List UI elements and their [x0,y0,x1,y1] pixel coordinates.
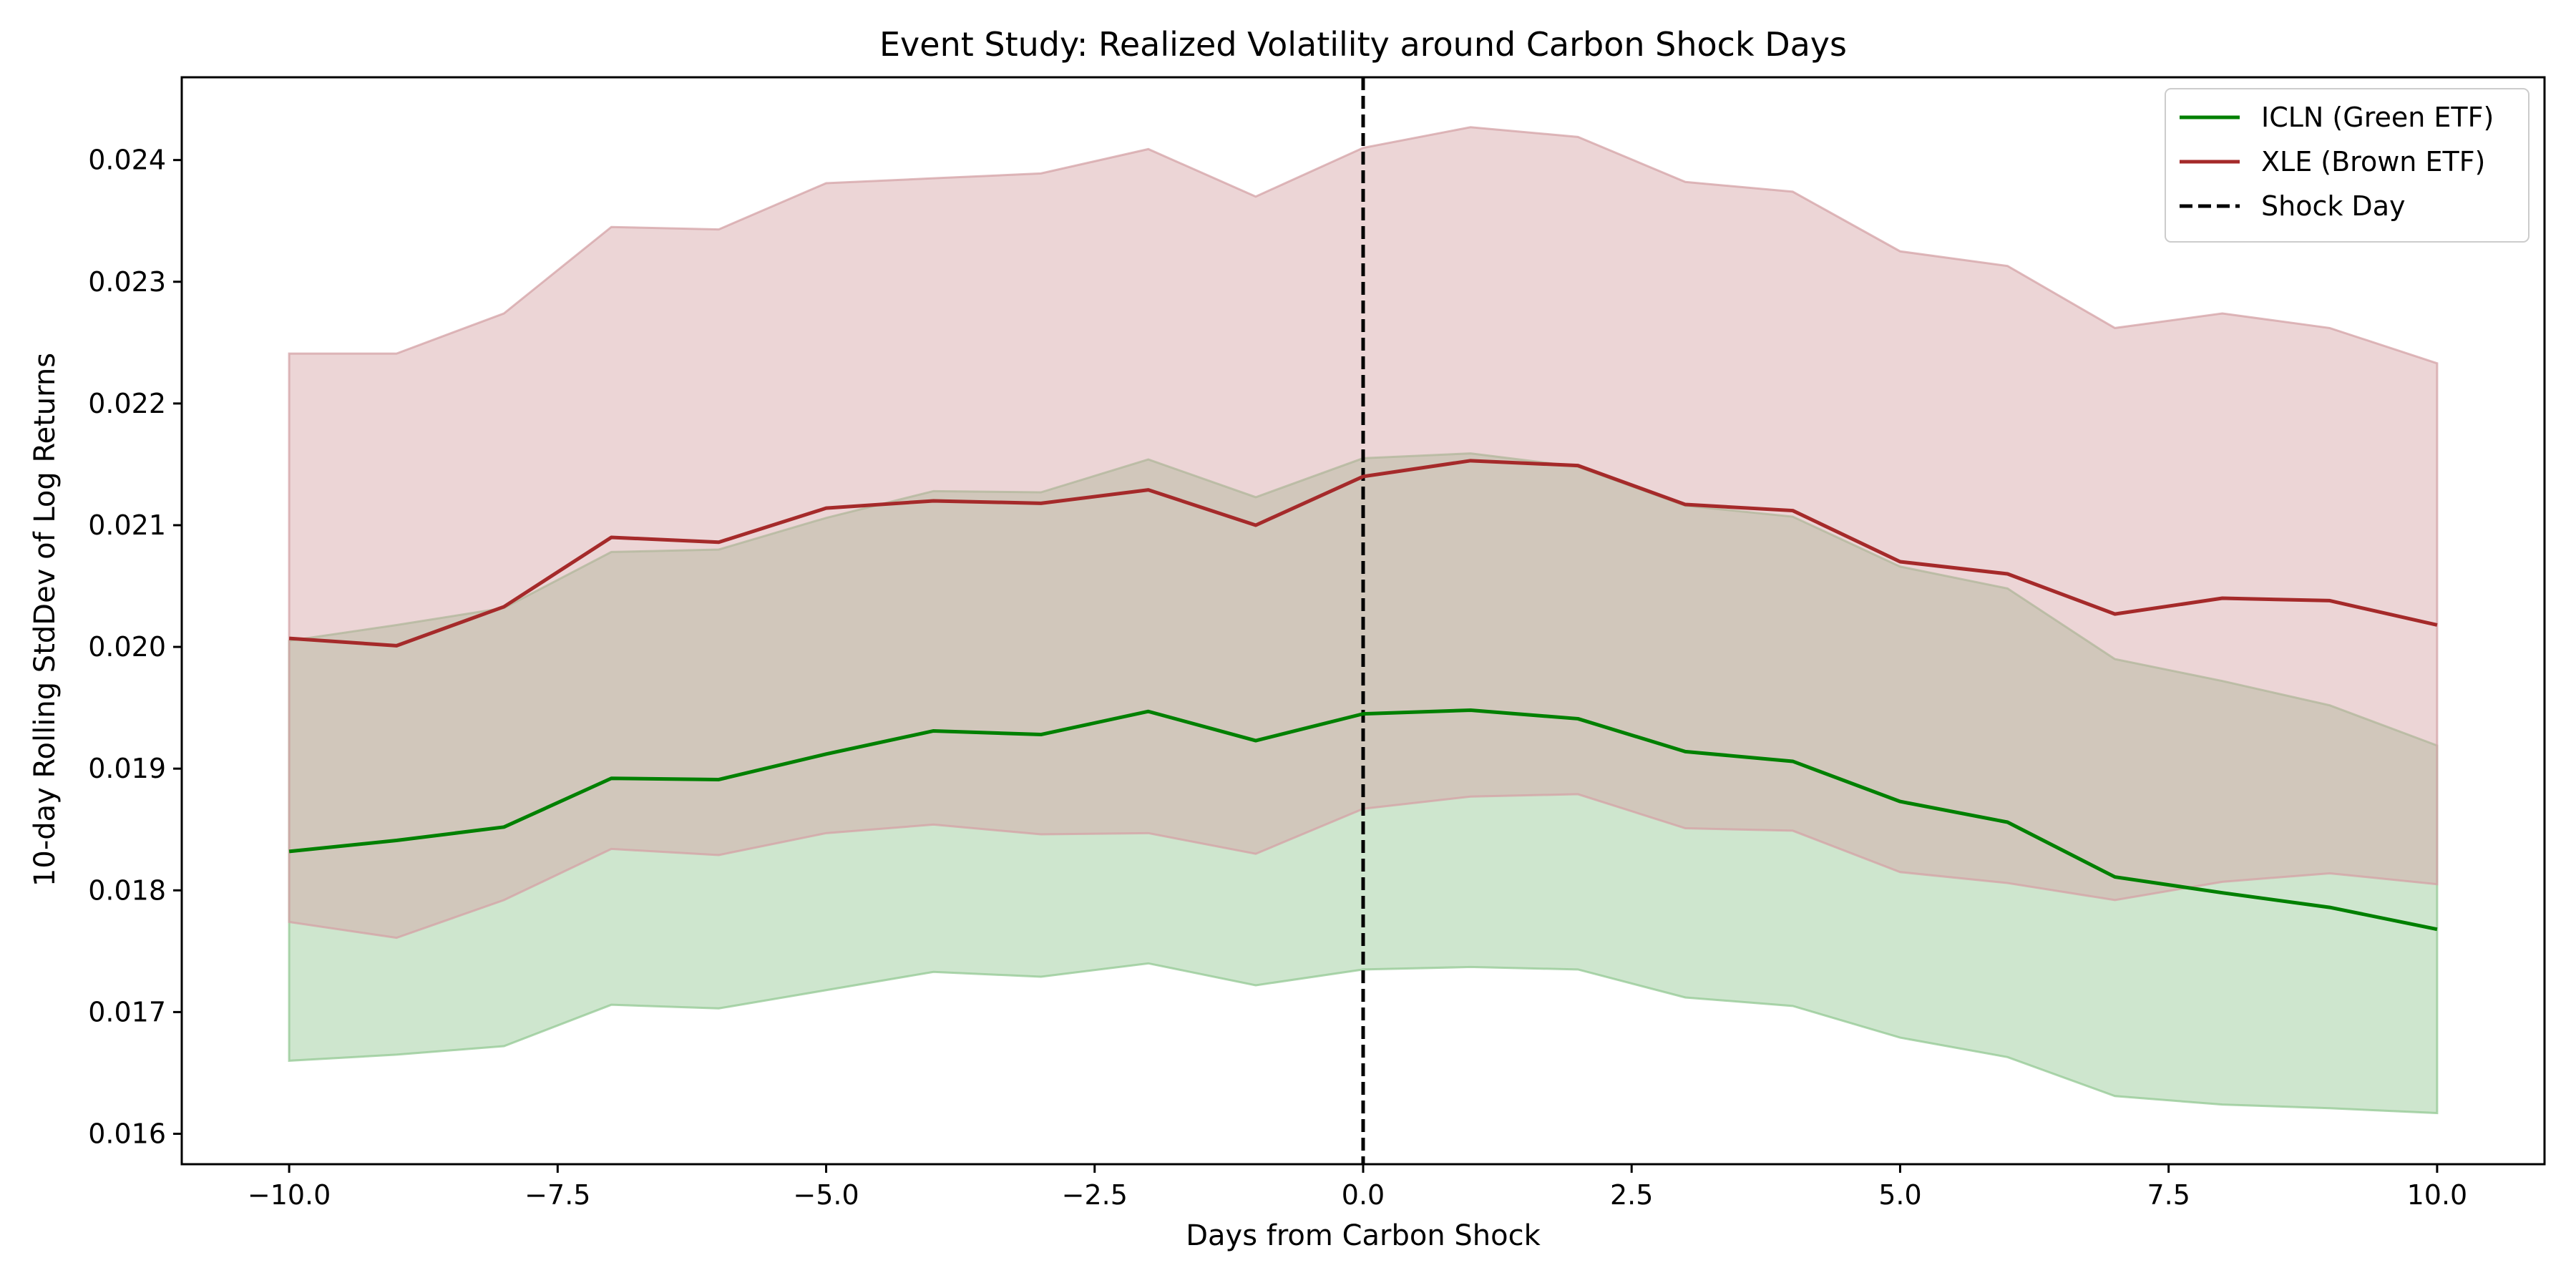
x-tick-label: −7.5 [525,1179,590,1211]
x-tick-label: −10.0 [248,1179,331,1211]
series-lines [288,459,2438,932]
xle-brown-etf-line [288,459,2438,648]
x-axis: −10.0 −7.5 −5.0 −2.5 0.0 2.5 5.0 7.5 10.0 [248,1164,2467,1211]
x-tick-label: −5.0 [793,1179,859,1211]
x-tick-label: 7.5 [2147,1179,2190,1211]
y-tick-label: 0.018 [88,874,166,906]
y-tick-label: 0.016 [88,1118,166,1149]
y-tick-label: 0.024 [88,145,166,176]
y-tick-label: 0.021 [88,509,166,541]
y-axis: 0.016 0.017 0.018 0.019 0.020 0.021 0.022 0.023… [88,145,182,1149]
x-tick-label: 5.0 [1878,1179,1921,1211]
x-tick-label: −2.5 [1062,1179,1128,1211]
legend-box [2165,88,2529,243]
y-tick-label: 0.017 [88,996,166,1028]
legend: ICLN (Green ETF) XLE (Brown ETF) Shock Day [2165,88,2529,243]
shock-day-legend-label: Shock Day [2261,190,2405,222]
x-axis-label: Days from Carbon Shock [1186,1219,1541,1252]
chart-title: Event Study: Realized Volatility around … [879,25,1847,64]
y-axis-label: 10-day Rolling StdDev of Log Returns [29,353,62,887]
y-tick-label: 0.019 [88,753,166,784]
y-tick-label: 0.022 [88,388,166,419]
icln-green-etf-legend-label: ICLN (Green ETF) [2261,102,2494,133]
icln-green-etf-band [288,452,2439,1115]
y-tick-label: 0.020 [88,631,166,663]
icln-green-etf-line [288,708,2438,932]
x-tick-label: 2.5 [1610,1179,1653,1211]
x-tick-label: 0.0 [1342,1179,1385,1211]
x-tick-label: 10.0 [2407,1179,2468,1211]
y-tick-label: 0.023 [88,266,166,298]
xle-brown-etf-legend-label: XLE (Brown ETF) [2261,146,2485,177]
